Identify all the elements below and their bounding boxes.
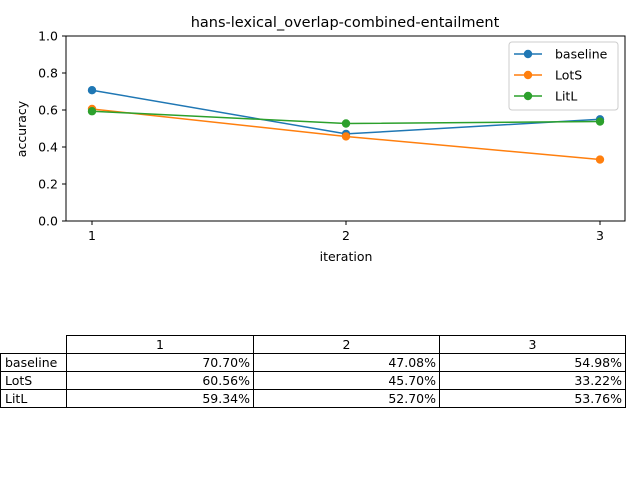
y-tick-label: 1.0 [38, 29, 58, 44]
chart-title: hans-lexical_overlap-combined-entailment [191, 15, 500, 31]
legend-label-baseline: baseline [555, 47, 608, 62]
y-axis-label: accuracy [14, 100, 29, 157]
data-point-lots [341, 132, 351, 141]
table-row: LitL 59.34% 52.70% 53.76% [0, 389, 626, 408]
table-cell: 54.98% [439, 353, 626, 372]
table-row-header: LotS [0, 371, 67, 390]
x-tick-label: 2 [342, 228, 350, 243]
table-corner-cell [1, 336, 67, 354]
table-cell: 59.34% [66, 389, 254, 408]
legend-marker-litl [523, 91, 533, 101]
table-column-header: 1 [66, 335, 254, 354]
legend: baseline LotS LitL [508, 41, 619, 111]
legend-label-lots: LotS [555, 68, 582, 83]
data-table: 1 2 3 baseline 70.70% 47.08% 54.98% LotS 60.56% 4… [0, 335, 626, 408]
data-point-litl [595, 117, 605, 126]
table-column-header: 2 [253, 335, 440, 354]
y-axis: 0.0 0.2 0.4 0.6 0.8 1.0 [38, 29, 66, 229]
table-row-header: LitL [0, 389, 67, 408]
table-row-header: baseline [0, 353, 67, 372]
y-tick-label: 0.0 [38, 214, 58, 229]
data-point-litl [341, 119, 351, 128]
x-tick-label: 1 [88, 228, 96, 243]
x-axis-label: iteration [320, 249, 373, 264]
legend-marker-baseline [523, 49, 533, 59]
data-point-baseline [87, 86, 97, 95]
series-layer [87, 86, 605, 164]
y-tick-label: 0.6 [38, 103, 58, 118]
y-tick-label: 0.4 [38, 140, 58, 155]
x-axis: 1 2 3 [88, 221, 604, 243]
legend-label-litl: LitL [555, 89, 577, 104]
table-cell: 47.08% [253, 353, 440, 372]
table-row: LotS 60.56% 45.70% 33.22% [0, 371, 626, 390]
table-row: baseline 70.70% 47.08% 54.98% [0, 353, 626, 372]
data-point-lots [595, 155, 605, 164]
table-cell: 70.70% [66, 353, 254, 372]
y-tick-label: 0.8 [38, 66, 58, 81]
legend-box [508, 41, 619, 111]
table-column-header: 3 [439, 335, 626, 354]
table-cell: 45.70% [253, 371, 440, 390]
x-tick-label: 3 [596, 228, 604, 243]
table-cell: 53.76% [439, 389, 626, 408]
table-cell: 52.70% [253, 389, 440, 408]
data-point-litl [87, 107, 97, 116]
table-cell: 60.56% [66, 371, 254, 390]
y-tick-label: 0.2 [38, 177, 58, 192]
legend-marker-lots [523, 70, 533, 80]
table-cell: 33.22% [439, 371, 626, 390]
